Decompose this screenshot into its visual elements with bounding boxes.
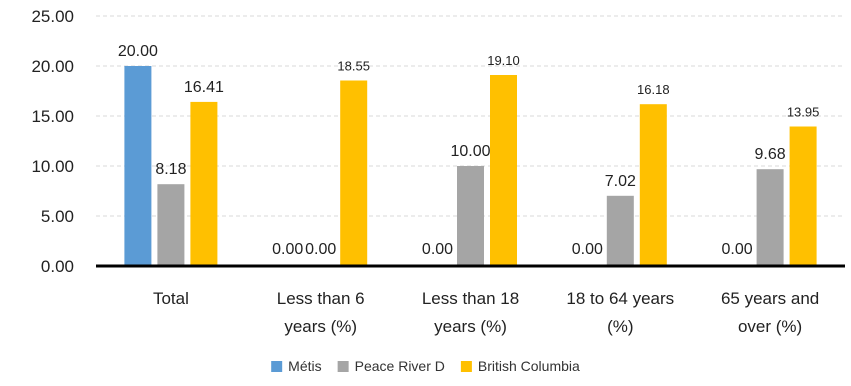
bar [606, 195, 634, 266]
legend-label: British Columbia [478, 358, 580, 374]
bar [756, 169, 784, 266]
bars [124, 66, 817, 267]
x-axis: Total Less than 6 years (%) Less than 18 yea… [96, 264, 845, 336]
y-tick-label: 5.00 [41, 207, 74, 226]
data-label: 9.68 [755, 146, 786, 163]
data-label: 7.02 [605, 173, 636, 190]
y-tick-label: 25.00 [31, 7, 74, 26]
x-tick-label: Less than 6 [277, 289, 365, 308]
data-label: 0.00 [572, 241, 603, 258]
data-label: 8.18 [155, 161, 186, 178]
bar [457, 166, 484, 266]
legend-label: Métis [288, 358, 321, 374]
y-tick-label: 20.00 [31, 57, 74, 76]
bar [190, 101, 218, 267]
bar [340, 80, 368, 266]
data-label: 20.00 [118, 43, 158, 60]
legend-item: Métis [271, 358, 322, 374]
data-label: 0.00 [722, 241, 753, 258]
data-label: 19.10 [487, 53, 520, 68]
x-tick-label: 18 to 64 years [566, 289, 674, 308]
data-label: 16.18 [637, 82, 670, 97]
data-label: 16.41 [184, 79, 224, 96]
legend-item: Peace River D [337, 358, 445, 374]
bar [490, 75, 517, 266]
data-label: 0.00 [305, 241, 336, 258]
legend-label: Peace River D [355, 358, 445, 374]
legend-swatch [271, 361, 283, 372]
data-label: 0.00 [422, 241, 453, 258]
data-label: 0.00 [272, 241, 303, 258]
data-label: 18.55 [337, 59, 370, 74]
y-tick-label: 10.00 [31, 157, 74, 176]
y-tick-label: 0.00 [41, 257, 74, 276]
x-tick-label: (%) [607, 317, 633, 336]
bar [639, 104, 667, 266]
legend-item: British Columbia [460, 358, 580, 374]
data-labels: 20.000.00 0.00 0.00 0.008.180.0010.007.029.… [118, 43, 819, 258]
y-tick-label: 15.00 [31, 107, 74, 126]
x-tick-label: Total [153, 289, 189, 308]
x-tick-label: years (%) [284, 317, 357, 336]
data-label: 10.00 [450, 143, 490, 160]
bar [789, 126, 817, 266]
y-axis: 0.00 5.00 10.00 15.00 20.00 25.00 [31, 7, 74, 276]
x-tick-label: 65 years and [721, 289, 819, 308]
legend-swatch [460, 361, 472, 372]
legend-swatch [337, 361, 349, 372]
x-tick-label: over (%) [738, 317, 802, 336]
data-label: 13.95 [787, 105, 820, 120]
x-tick-label: years (%) [434, 317, 507, 336]
legend: Métis Peace River D British Columbia [271, 358, 580, 374]
bar [124, 66, 152, 266]
bar [157, 184, 185, 266]
x-tick-label: Less than 18 [422, 289, 519, 308]
